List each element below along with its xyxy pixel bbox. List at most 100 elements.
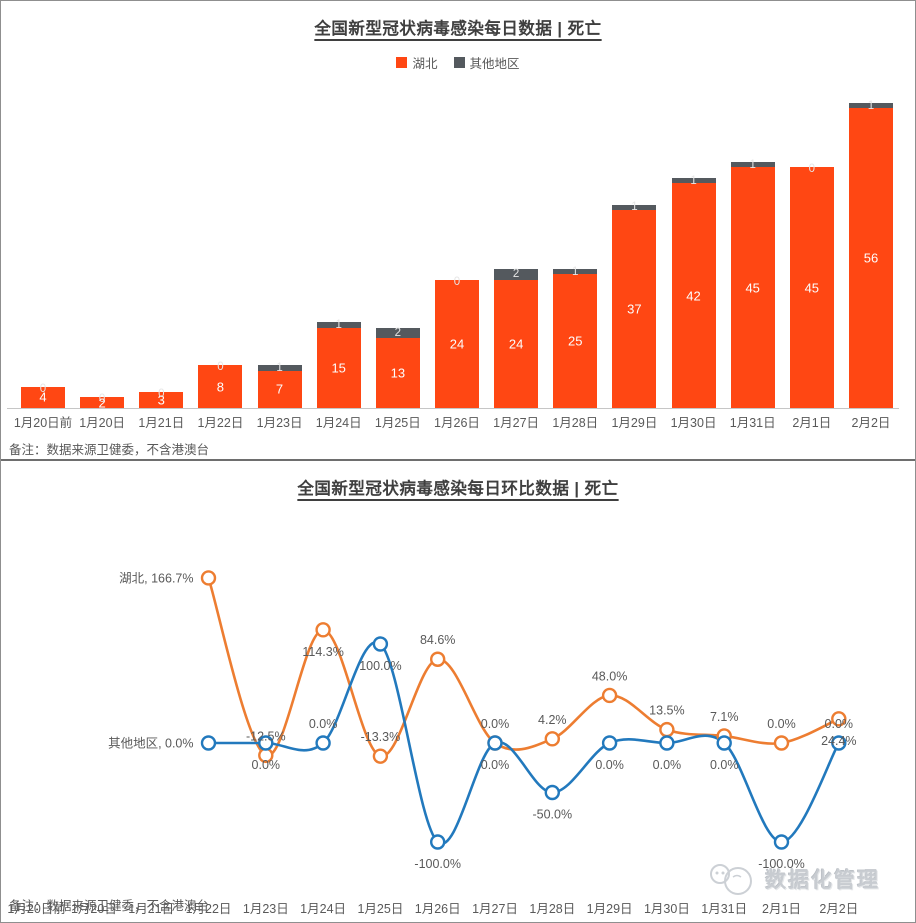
bar-value-label-other: 2	[512, 268, 520, 281]
data-point-label: 84.6%	[420, 633, 455, 647]
data-point-marker	[372, 748, 389, 764]
data-point-marker	[601, 735, 618, 751]
bar-value-label-other: 1	[690, 174, 697, 187]
x-axis-tick-label: 1月28日	[552, 416, 599, 430]
bar-hubei	[21, 386, 65, 408]
data-point-label: -50.0%	[532, 808, 572, 822]
data-point-label: 湖北, 166.7%	[119, 570, 193, 585]
data-point-label: 0.0%	[710, 758, 739, 772]
data-point-label: -12.5%	[246, 729, 286, 743]
x-axis-tick-label: 1月24日	[315, 416, 362, 430]
watermark: 数据化管理	[707, 859, 880, 899]
data-point-marker	[430, 834, 446, 850]
x-axis-tick-label: 1月31日	[729, 416, 776, 430]
daily-chart-legend: 湖北 其他地区	[1, 53, 915, 72]
data-point-marker	[773, 735, 790, 751]
bar-hubei	[198, 365, 243, 408]
line-series-hubei	[207, 577, 840, 758]
data-point-marker	[831, 735, 847, 751]
bar-other-region	[494, 268, 539, 280]
x-axis-tick-label: 1月24日	[300, 902, 347, 916]
data-point-marker	[659, 735, 675, 751]
bar-other-region	[553, 268, 598, 275]
data-point-marker	[831, 711, 847, 727]
data-point-marker	[430, 651, 446, 667]
bar-value-label-other: 0	[98, 393, 106, 406]
bar-value-label-other: 1	[335, 319, 342, 332]
bar-other-region	[316, 322, 361, 328]
x-axis-tick-label: 1月25日	[374, 416, 421, 430]
x-axis-tick-label: 1月28日	[529, 902, 576, 916]
x-axis-tick-label: 2月2日	[819, 902, 859, 916]
x-axis-tick-label: 1月21日	[138, 416, 185, 430]
bar-value-label-hubei: 42	[686, 288, 701, 304]
bar-other-region	[375, 327, 420, 339]
x-axis-tick-label: 1月29日	[611, 416, 658, 430]
daily-bar-chart-panel: 全国新型冠状病毒感染每日数据 | 死亡 湖北 其他地区 4 0 2 0 3 0 8 0 7 1 15 1…	[1, 1, 915, 461]
x-axis-tick-label: 2月1日	[762, 902, 801, 916]
data-point-marker	[372, 636, 389, 652]
x-axis-tick-label: 1月22日	[185, 902, 232, 916]
bar-other-region	[612, 204, 657, 211]
x-axis-tick-label: 1月30日	[643, 902, 690, 916]
data-point-label: 其他地区, 0.0%	[108, 737, 193, 751]
mom-chart-title: 全国新型冠状病毒感染每日环比数据 | 死亡	[297, 480, 619, 498]
data-point-label: 7.1%	[710, 710, 739, 724]
bar-value-label-other: 1	[631, 201, 638, 214]
bar-value-label-hubei: 37	[627, 301, 642, 317]
line-series-other	[208, 640, 840, 846]
bar-value-label-hubei: 24	[449, 336, 465, 352]
x-axis-tick-label: 1月29日	[586, 902, 633, 916]
bar-value-label-hubei: 3	[157, 392, 165, 408]
bar-other-region	[730, 161, 775, 168]
bar-hubei	[494, 279, 539, 408]
data-point-marker	[601, 687, 618, 704]
legend-swatch-icon	[396, 57, 408, 68]
bar-value-label-other: 0	[158, 387, 165, 400]
data-point-marker	[258, 735, 274, 751]
x-axis-tick-label: 1月20日	[79, 416, 126, 430]
bar-value-label-hubei: 45	[745, 280, 760, 296]
bar-value-label-other: 0	[808, 163, 816, 176]
data-point-label: 13.5%	[649, 704, 684, 718]
data-point-marker	[315, 735, 331, 751]
data-point-label: 0.0%	[767, 717, 796, 731]
data-point-label: 0.0%	[309, 717, 338, 731]
bar-value-label-other: 0	[39, 382, 47, 395]
legend-label: 其他地区	[469, 57, 520, 71]
bar-value-label-hubei: 13	[390, 365, 406, 381]
bar-value-label-hubei: 7	[275, 381, 284, 397]
bar-value-label-other: 2	[394, 327, 402, 340]
data-point-marker	[659, 721, 675, 738]
data-point-label: 114.3%	[302, 645, 343, 659]
bar-other-region	[257, 365, 302, 371]
data-point-marker	[200, 570, 217, 586]
bar-hubei	[553, 274, 598, 408]
data-point-marker	[544, 784, 560, 801]
bar-hubei	[139, 391, 184, 408]
bar-other-region	[848, 103, 893, 109]
legend-item-hubei: 湖北	[396, 53, 438, 72]
data-point-label: 4.2%	[538, 713, 567, 727]
data-point-marker	[716, 735, 732, 751]
bar-value-label-hubei: 4	[39, 389, 47, 405]
bar-value-label-other: 0	[453, 275, 461, 288]
bar-hubei	[257, 370, 302, 408]
bar-hubei	[316, 327, 361, 408]
x-axis-tick-label: 1月20日前	[7, 902, 66, 916]
bar-value-label-hubei: 45	[804, 280, 820, 296]
mom-line-chart-panel: 湖北, 166.7% -12.5% 114.3% -13.3% 84.6% 0.0% 4.2…	[1, 461, 915, 922]
watermark-text: 数据化管理	[765, 869, 880, 892]
x-axis-tick-label: 1月27日	[493, 416, 540, 430]
bar-hubei	[612, 210, 657, 408]
bar-value-label-other: 1	[276, 361, 283, 374]
data-point-label: 0.0%	[481, 717, 510, 731]
data-point-label: 0.0%	[595, 758, 624, 772]
data-point-marker	[544, 731, 560, 747]
bar-value-label-other: 1	[867, 99, 875, 112]
x-axis-tick-label: 1月21日	[128, 902, 175, 916]
data-point-marker	[773, 834, 790, 850]
data-point-label: -100.0%	[414, 857, 461, 871]
legend-label: 湖北	[412, 57, 438, 71]
x-axis-tick-label: 1月20日	[70, 902, 117, 916]
